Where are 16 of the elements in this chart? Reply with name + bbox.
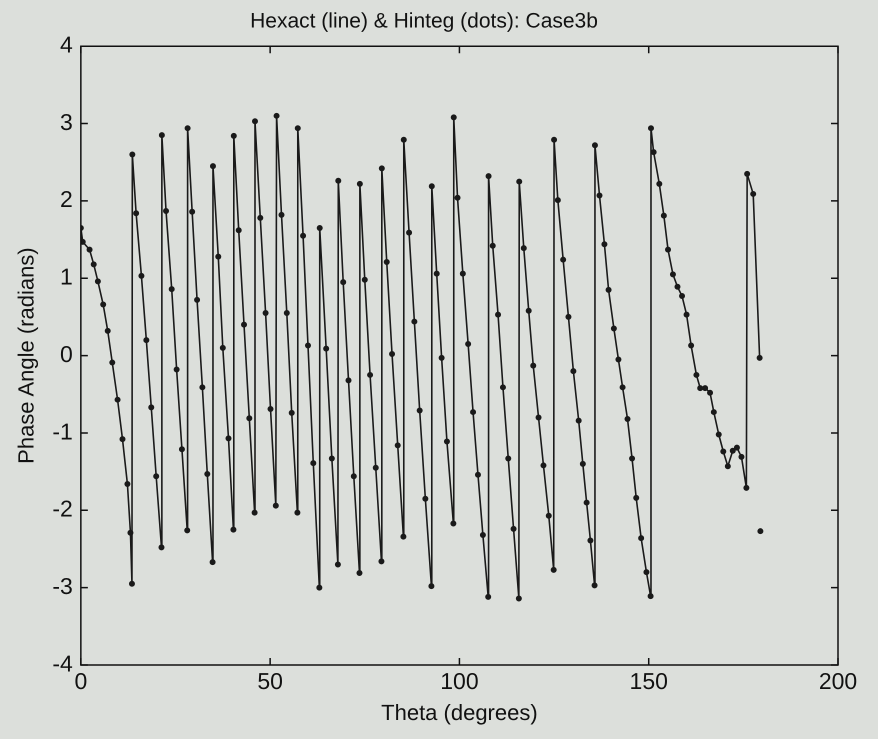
x-tick-label: 150	[630, 668, 668, 694]
y-tick-label: -3	[52, 572, 73, 599]
y-tick-label: 1	[60, 264, 73, 290]
chart-title: Hexact (line) & Hinteg (dots): Case3b	[250, 9, 598, 32]
x-tick-label: 200	[818, 668, 858, 694]
y-tick-label: 2	[60, 186, 73, 212]
y-tick-label: -4	[52, 650, 74, 676]
x-tick-label: 50	[257, 668, 283, 694]
y-tick-label: -2	[52, 496, 73, 522]
x-axis-title: Theta (degrees)	[381, 700, 538, 725]
y-tick-label: -1	[52, 418, 73, 444]
y-tick-label: 0	[60, 340, 73, 367]
y-tick-label: 3	[60, 108, 73, 135]
y-tick-label: 4	[60, 32, 74, 58]
x-tick-label: 100	[440, 668, 479, 694]
y-axis-title: Phase Angle (radians)	[13, 247, 38, 464]
